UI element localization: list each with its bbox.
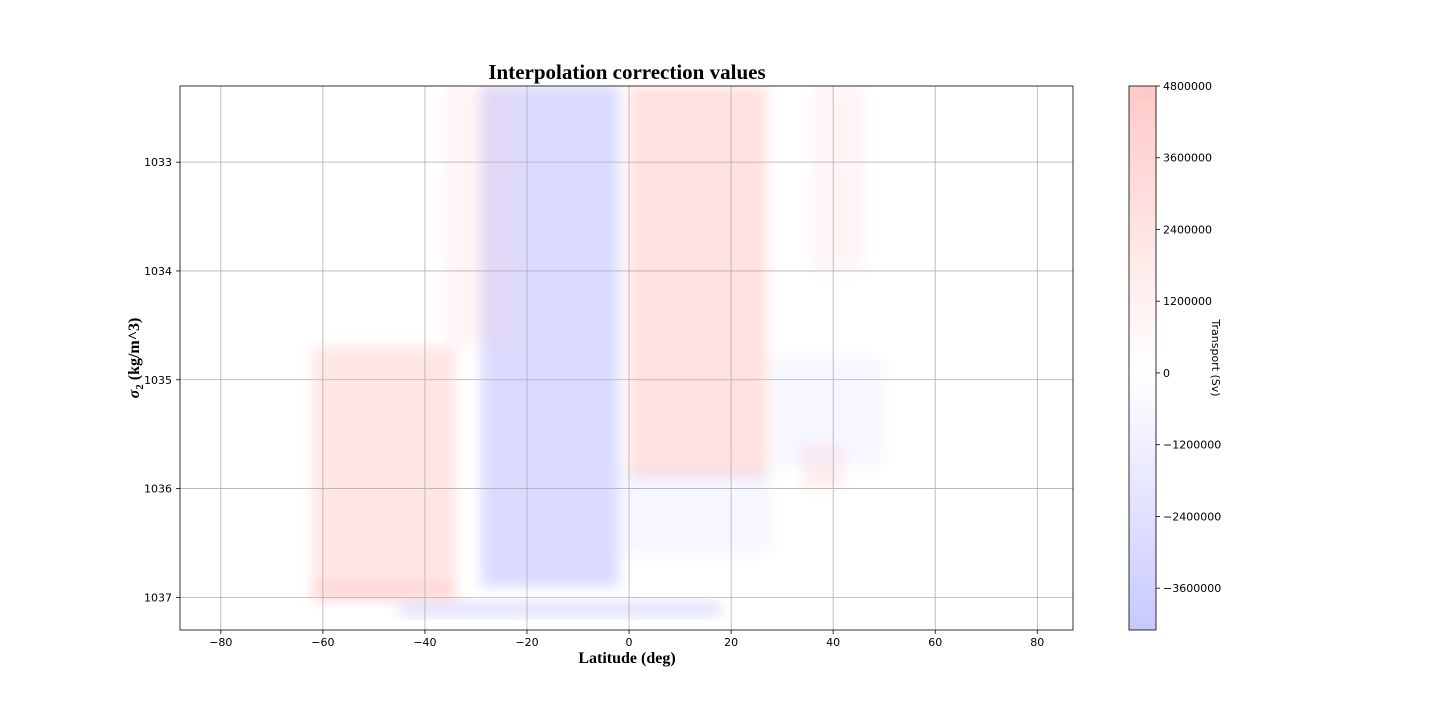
heat-region-equatorial-positive-band: [629, 86, 767, 478]
y-axis-ticks: 1033 1034 1035 1036 1037: [144, 156, 180, 604]
grid-lines: [180, 86, 1073, 630]
heat-region-bottom-negative-strip: [399, 601, 721, 617]
x-tick-label: 80: [1030, 636, 1044, 649]
colorbar-label-group: Transport (Sv): [1209, 318, 1222, 396]
colorbar: 4800000 3600000 2400000 1200000 0 −1200000 −24…: [1128, 80, 1222, 631]
heatmap-layer: [312, 86, 885, 617]
x-tick-label: −20: [515, 636, 538, 649]
heat-region-upper-faint-positive: [445, 86, 517, 348]
heat-region-deep-positive-strip: [312, 581, 456, 603]
y-axis-label: σ2 (kg/m^3): [126, 318, 146, 399]
x-tick-label: 20: [724, 636, 738, 649]
heat-region-mid-faint-negative: [618, 466, 772, 554]
y-tick-label: 1037: [144, 591, 172, 604]
heat-region-southern-positive-slope: [312, 347, 456, 598]
x-tick-label: −60: [311, 636, 334, 649]
colorbar-label: Transport (Sv): [1209, 318, 1222, 396]
x-tick-label: 60: [928, 636, 942, 649]
x-tick-label: 0: [626, 636, 633, 649]
colorbar-tick-label: −3600000: [1163, 582, 1221, 595]
x-tick-label: −80: [209, 636, 232, 649]
y-tick-label: 1033: [144, 156, 172, 169]
x-axis-ticks: −80 −60 −40 −20 0 20 40 60 80: [209, 630, 1044, 649]
y-axis-label-subscript: 2: [134, 384, 146, 390]
x-tick-label: −40: [413, 636, 436, 649]
y-axis-label-group: σ2 (kg/m^3): [126, 318, 146, 399]
colorbar-tick-label: 1200000: [1163, 295, 1212, 308]
colorbar-tick-label: 4800000: [1163, 80, 1212, 93]
colorbar-tick-label: 0: [1163, 367, 1170, 380]
y-axis-label-units: (kg/m^3): [126, 318, 143, 385]
y-axis-label-symbol: σ: [126, 389, 143, 398]
heat-region-northern-faint-positive: [812, 86, 864, 271]
x-tick-label: 40: [826, 636, 840, 649]
heat-region-northern-faint-negative: [771, 358, 885, 467]
y-tick-label: 1034: [144, 265, 172, 278]
chart-title: Interpolation correction values: [488, 60, 765, 84]
colorbar-gradient: [1128, 85, 1157, 631]
colorbar-tick-label: 3600000: [1163, 152, 1212, 165]
y-tick-label: 1035: [144, 374, 172, 387]
colorbar-tick-label: −2400000: [1163, 510, 1221, 523]
plot-frame: [179, 85, 1074, 631]
colorbar-ticks: 4800000 3600000 2400000 1200000 0 −1200000 −24…: [1156, 80, 1221, 595]
colorbar-tick-label: 2400000: [1163, 223, 1212, 236]
plot-area: −80 −60 −40 −20 0 20 40 60 80 103310341035103610…: [144, 85, 1074, 649]
y-tick-label: 1036: [144, 483, 172, 496]
x-axis-label: Latitude (deg): [578, 650, 675, 667]
colorbar-tick-label: −1200000: [1163, 439, 1221, 452]
